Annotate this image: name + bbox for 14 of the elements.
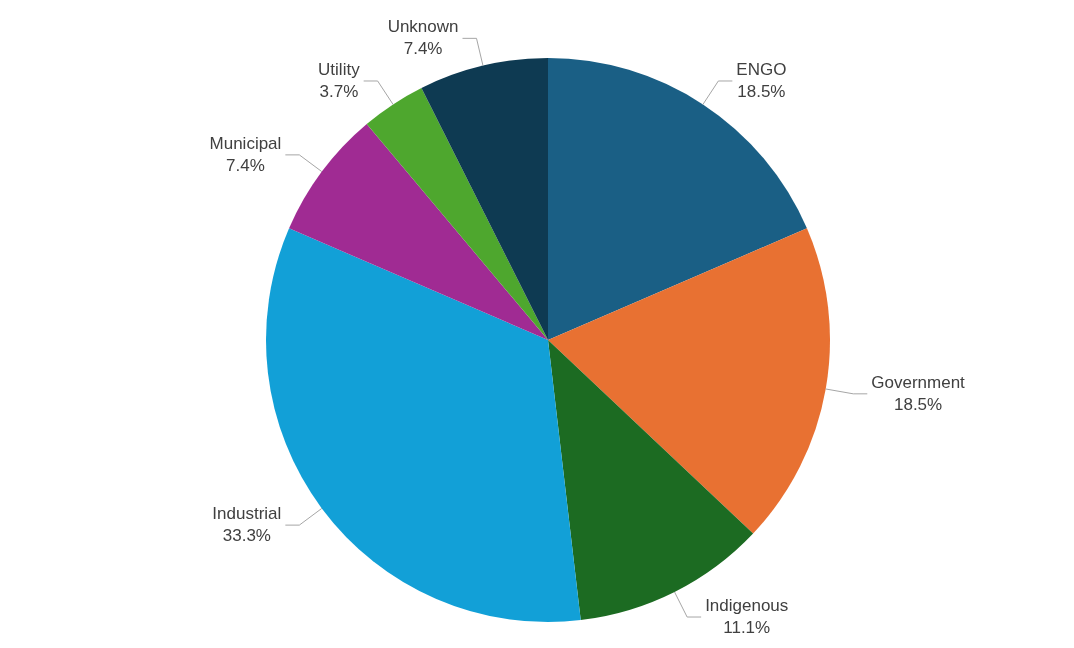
data-label: 33.3% [222, 525, 271, 545]
slice-label: Municipal [209, 133, 282, 153]
slice-label: Industrial [212, 503, 282, 523]
slice-label: Utility [318, 59, 361, 79]
data-label: 7.4% [403, 39, 443, 59]
data-label: 18.5% [737, 81, 786, 101]
slice-label: Government [871, 372, 966, 392]
data-label: 11.1% [723, 617, 771, 637]
slice-label: ENGO [736, 59, 787, 79]
data-label: 18.5% [893, 394, 943, 414]
data-label: 7.4% [226, 155, 265, 175]
slice-label: Unknown [387, 17, 459, 37]
slice-label: Indigenous [705, 595, 789, 615]
data-label: 3.7% [319, 81, 359, 101]
